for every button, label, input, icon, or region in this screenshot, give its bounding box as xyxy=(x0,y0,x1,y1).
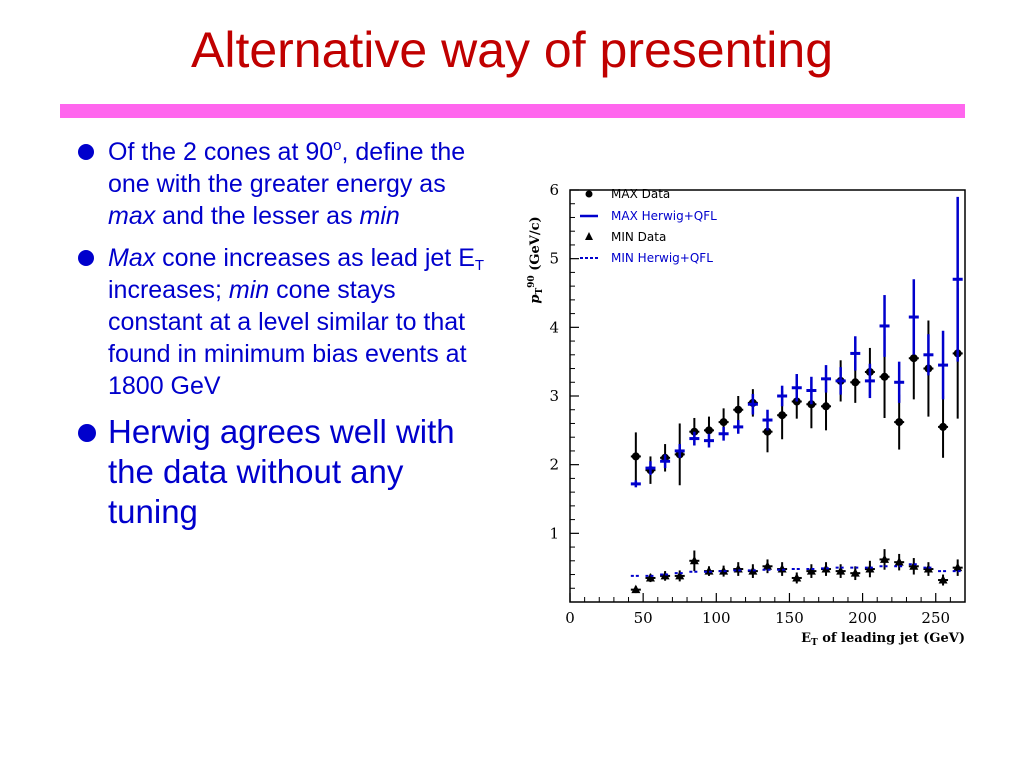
x-axis-title-part: of leading jet (GeV) xyxy=(818,631,965,646)
x-axis-title: ET of leading jet (GeV) xyxy=(801,631,965,646)
title-divider xyxy=(60,104,965,118)
series-min-data xyxy=(630,549,963,594)
data-point xyxy=(792,572,802,582)
data-point xyxy=(953,562,963,572)
y-tick-label: 2 xyxy=(549,456,559,474)
bullet-text: , define the one with the greater energy… xyxy=(108,138,466,198)
emphasis-max: max xyxy=(108,202,156,230)
y-tick-label: 4 xyxy=(549,318,559,336)
y-axis-title-part: p xyxy=(528,295,543,304)
data-point xyxy=(822,402,831,411)
y-tick-label: 5 xyxy=(549,250,559,268)
legend-label: MIN Herwig+QFL xyxy=(611,251,713,265)
slide-title: Alternative way of presenting xyxy=(190,22,834,78)
x-axis-title-part: E xyxy=(801,631,811,646)
data-point xyxy=(806,566,816,575)
bullet-text: increases; xyxy=(108,276,229,304)
data-point xyxy=(909,561,919,570)
data-point xyxy=(923,564,933,573)
data-point xyxy=(850,568,860,577)
data-point xyxy=(895,418,904,427)
y-axis-title-sub: T xyxy=(535,288,545,295)
bullet-text: and the lesser as xyxy=(155,202,360,230)
data-point xyxy=(719,566,729,575)
data-point xyxy=(631,584,641,594)
bullet-list: Of the 2 cones at 90o, define the one wi… xyxy=(70,136,490,532)
legend-label: MIN Data xyxy=(611,230,666,244)
data-point xyxy=(778,411,787,420)
data-point xyxy=(851,378,860,387)
data-point xyxy=(880,372,889,381)
data-point xyxy=(894,557,904,566)
data-point xyxy=(880,554,890,563)
bullet-text: cone increases as lead jet E xyxy=(155,244,475,272)
data-point xyxy=(763,427,772,436)
legend-marker xyxy=(585,232,593,240)
chart-container: 0 50 100 150 200 250 1 2 3 4 5 6 ET of leading jet (… xyxy=(519,176,969,646)
data-point xyxy=(675,570,685,580)
data-point xyxy=(631,452,640,461)
x-tick-label: 0 xyxy=(565,609,575,627)
y-tick-label: 1 xyxy=(549,524,559,542)
y-tick-label: 3 xyxy=(549,387,559,405)
x-tick-label: 250 xyxy=(921,609,950,627)
emphasis-min: min xyxy=(228,276,270,304)
series-max-herwig-qfl xyxy=(630,196,963,488)
bullet-dot-icon xyxy=(78,144,94,160)
et-subscript: T xyxy=(474,257,485,274)
data-point xyxy=(689,555,699,565)
y-axis-title-part: (GeV/c) xyxy=(528,216,543,275)
data-point xyxy=(792,397,801,406)
bullet-item-herwig: Herwig agrees well with the data without… xyxy=(70,412,490,532)
legend-label: MAX Herwig+QFL xyxy=(611,209,717,223)
data-point xyxy=(909,354,918,363)
legend-label: MAX Data xyxy=(611,187,670,201)
y-axis-title: pT90 (GeV/c) xyxy=(527,216,545,303)
data-point xyxy=(734,405,743,414)
emphasis-min: min xyxy=(359,202,400,230)
bullet-dot-icon xyxy=(78,250,94,266)
data-point xyxy=(763,561,772,570)
y-axis-title-sup: 90 xyxy=(527,275,537,288)
y-tick-label: 6 xyxy=(549,181,559,199)
data-point xyxy=(836,566,846,575)
chart-background xyxy=(519,176,969,646)
bullet-item-cones: Of the 2 cones at 90o, define the one wi… xyxy=(70,136,490,232)
degree-superscript: o xyxy=(333,137,342,154)
bullet-text: cone stays constant at a level similar t… xyxy=(108,276,467,400)
data-point xyxy=(748,566,758,575)
data-point xyxy=(719,418,728,427)
bullet-text: Of the 2 cones at 90 xyxy=(108,138,334,166)
data-point xyxy=(939,422,948,431)
bullet-dot-icon xyxy=(78,424,96,442)
bullet-text: Herwig agrees well with the data without… xyxy=(108,413,455,530)
x-tick-label: 150 xyxy=(775,609,804,627)
data-point xyxy=(645,572,655,582)
data-point xyxy=(704,426,713,435)
bullet-item-max-cone: Max cone increases as lead jet ET increa… xyxy=(70,242,490,402)
legend-marker xyxy=(585,190,593,198)
x-tick-label: 200 xyxy=(848,609,877,627)
x-tick-label: 100 xyxy=(702,609,731,627)
x-tick-label: 50 xyxy=(634,609,653,627)
x-axis-title-sub: T xyxy=(811,638,818,646)
data-point xyxy=(938,575,948,584)
chart-legend: MAX Data MAX Herwig+QFL MIN Data MIN Herwig… xyxy=(580,187,717,265)
emphasis-max: Max xyxy=(108,244,156,272)
